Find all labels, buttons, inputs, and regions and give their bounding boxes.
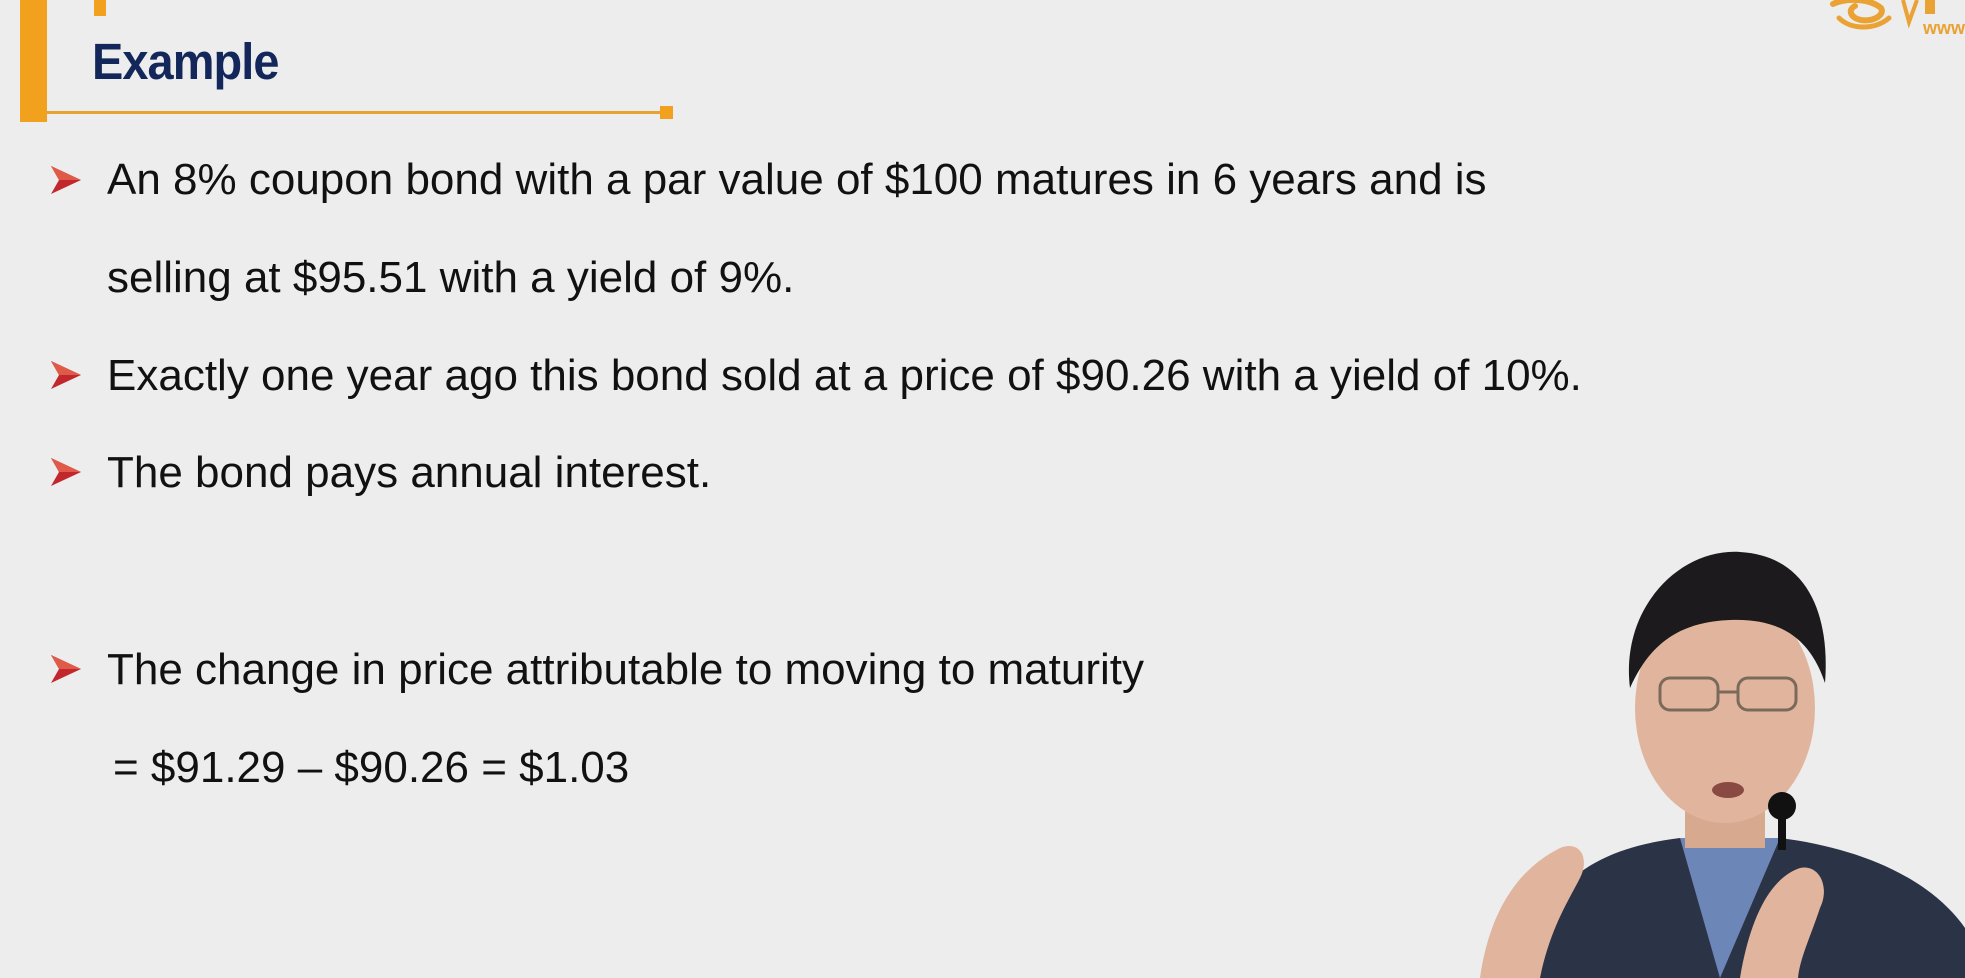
- presenter-left-hand: [1480, 846, 1584, 978]
- header-frame-tick: [94, 0, 106, 16]
- presenter-mouth: [1712, 782, 1744, 798]
- arrow-bullet-icon: [51, 361, 81, 389]
- arrow-bullet-icon: [51, 458, 81, 486]
- header-underline-dot: [660, 106, 673, 119]
- header-underline: [47, 111, 666, 114]
- presenter-right-hand: [1740, 867, 1824, 978]
- arrow-bullet-icon: [51, 166, 81, 194]
- bullet-1-line-1: An 8% coupon bond with a par value of $1…: [107, 155, 1487, 204]
- bullet-2-line-1: Exactly one year ago this bond sold at a…: [107, 351, 1582, 400]
- presenter-video: [1480, 551, 1965, 978]
- bullet-4-line-1: The change in price attributable to movi…: [107, 645, 1144, 694]
- brand-logo-icon: [1830, 0, 1935, 30]
- logo-text: www: [1922, 18, 1965, 38]
- presenter-glasses: [1658, 676, 1798, 712]
- arrow-bullet-icon: [51, 655, 81, 683]
- bullet-3-line-1: The bond pays annual interest.: [107, 448, 712, 497]
- presenter-shirt: [1680, 838, 1780, 978]
- microphone-icon: [1768, 792, 1796, 820]
- bullet-1-line-2: selling at $95.51 with a yield of 9%.: [107, 253, 795, 302]
- formula-text: = $91.29 – $90.26 = $1.03: [113, 743, 630, 792]
- slide-title: Example: [92, 33, 279, 90]
- header-frame-left-bar: [20, 0, 47, 122]
- presenter-hair: [1628, 551, 1826, 688]
- presenter-face: [1635, 593, 1815, 823]
